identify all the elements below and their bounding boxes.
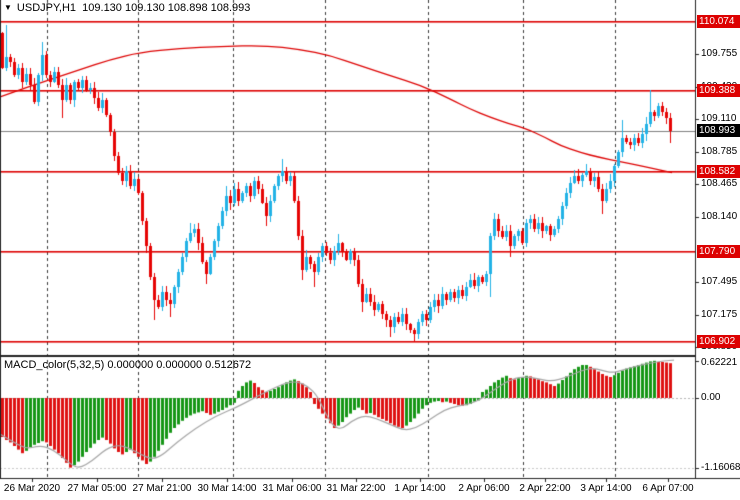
symbol-dropdown-icon[interactable]: ▼ xyxy=(4,3,12,12)
ohlc-values-label: 109.130 109.130 108.898 108.993 xyxy=(82,2,251,14)
chart-title-row: ▼ USDJPY,H1 109.130 109.130 108.898 108.9… xyxy=(4,2,250,14)
macd-indicator-label: MACD_color(5,32,5) 0.000000 0.000000 0.5… xyxy=(4,359,252,371)
symbol-period-label: USDJPY,H1 xyxy=(16,2,77,14)
